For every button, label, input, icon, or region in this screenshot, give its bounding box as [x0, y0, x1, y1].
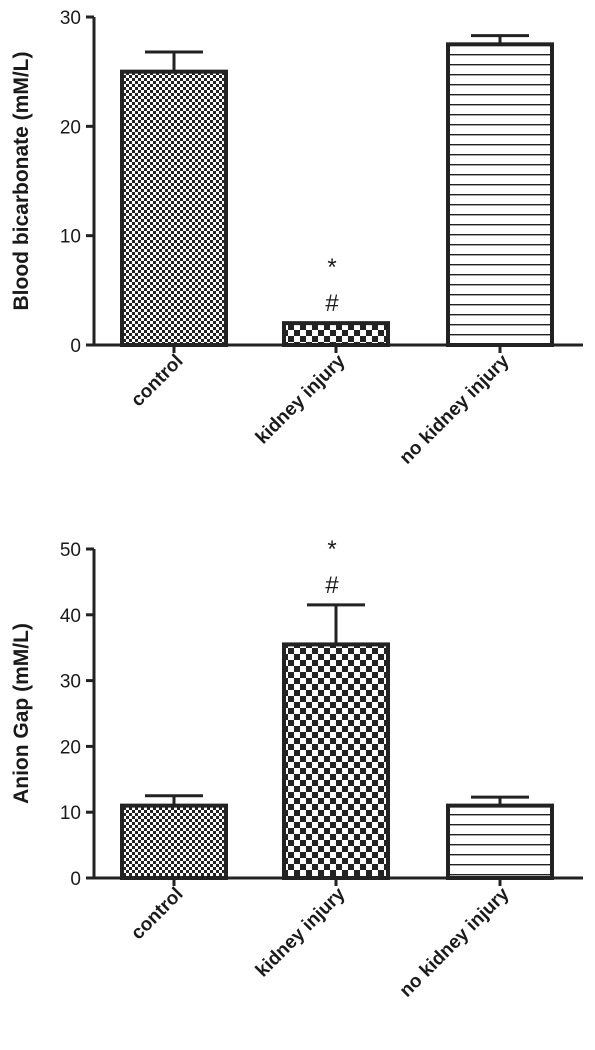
significance-hash: #: [325, 290, 339, 317]
y-tick-label: 20: [60, 117, 81, 138]
bar-control: [120, 69, 228, 348]
y-tick-label: 10: [60, 803, 81, 824]
y-tick-label: 20: [60, 737, 81, 758]
bar-kidney-injury: [282, 642, 390, 880]
y-tick-label: 50: [60, 540, 81, 561]
significance-asterisk: *: [327, 254, 336, 281]
category-label: kidney injury: [252, 350, 350, 448]
y-axis-label: Blood bicarbonate (mM/L): [10, 52, 33, 311]
category-label: no kidney injury: [396, 883, 514, 1001]
y-tick-label: 0: [70, 336, 81, 357]
significance-hash: #: [325, 572, 339, 599]
y-tick-label: 0: [70, 869, 81, 890]
bar-no-kidney-injury: [446, 803, 554, 880]
significance-asterisk: *: [327, 536, 336, 563]
chart-anion-gap: 0 10 20 30 40 50 Anion Gap (mM/L) control kidne…: [10, 536, 583, 1002]
bar-kidney-injury: [282, 321, 390, 347]
bar-control: [120, 803, 228, 880]
y-tick-label: 10: [60, 227, 81, 248]
bar-no-kidney-injury: [446, 42, 554, 347]
anion-gap-bars: [120, 603, 554, 880]
category-label: control: [127, 351, 187, 411]
category-label: no kidney injury: [396, 350, 514, 468]
bicarbonate-bars: [120, 34, 554, 348]
y-tick-label: 30: [60, 8, 81, 29]
category-label: control: [127, 884, 187, 944]
y-axis-label: Anion Gap (mM/L): [10, 623, 33, 804]
chart-bicarbonate: 0 10 20 30 Blood bicarbonate (mM/L) control k…: [10, 8, 583, 469]
y-tick-label: 40: [60, 606, 81, 627]
category-label: kidney injury: [252, 883, 350, 981]
y-tick-label: 30: [60, 672, 81, 693]
